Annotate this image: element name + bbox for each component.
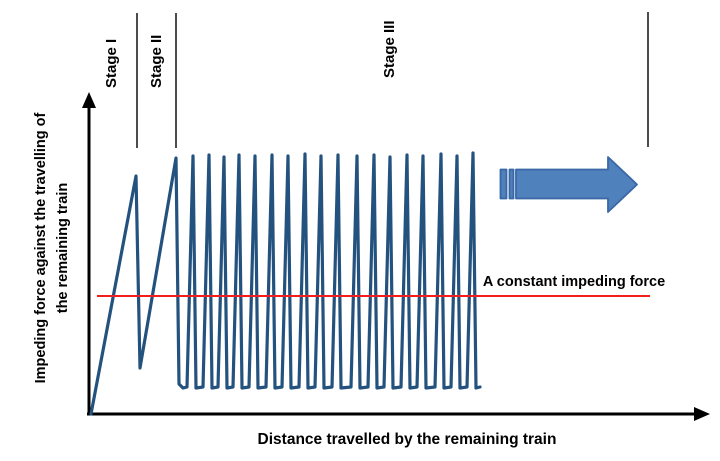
y-axis-label-line2: the remaining train xyxy=(55,183,71,314)
arrow-body xyxy=(515,156,638,213)
stage-iii-label: Stage III xyxy=(381,20,398,78)
y-axis-arrowhead-icon xyxy=(82,92,96,108)
arrow-stripe-1 xyxy=(499,168,508,200)
arrow-stripe-2 xyxy=(508,168,515,200)
stage-divider-lines xyxy=(136,12,649,148)
y-axis-label-line1: Impeding force against the travelling of xyxy=(33,112,49,383)
axes xyxy=(82,92,710,421)
stage-ii-label: Stage II xyxy=(148,35,165,88)
x-axis-arrowhead-icon xyxy=(694,407,710,421)
impeding-force-waveform xyxy=(89,151,482,416)
stage-i-label: Stage I xyxy=(103,39,120,88)
x-axis-label: Distance travelled by the remaining trai… xyxy=(258,431,557,448)
constant-force-label: A constant impeding force xyxy=(483,274,665,290)
continuation-arrow-icon xyxy=(499,156,638,213)
